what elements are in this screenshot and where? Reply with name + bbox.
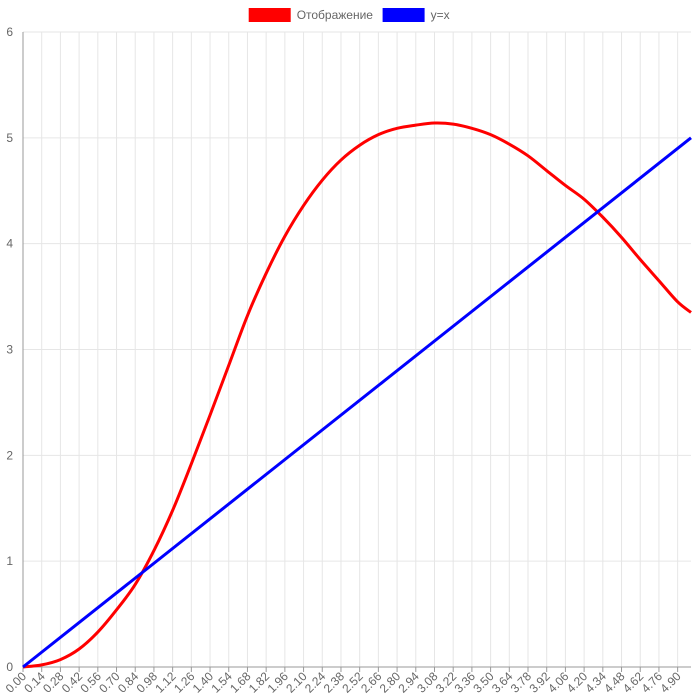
y-tick-label: 5 xyxy=(6,131,13,145)
x-tick-label: 4.90 xyxy=(657,669,684,696)
series-line-mapping xyxy=(22,121,692,669)
legend-label: Отображение xyxy=(297,8,374,22)
legend-swatch xyxy=(382,8,425,22)
y-tick-label: 6 xyxy=(6,25,13,39)
axes xyxy=(22,32,691,668)
series-layer xyxy=(22,121,692,669)
x-axis-ticks: 0.000.140.280.420.560.700.840.981.121.26… xyxy=(3,667,684,696)
y-tick-label: 2 xyxy=(6,448,13,462)
legend-swatch xyxy=(248,8,291,22)
legend-item: Отображение xyxy=(248,8,374,22)
y-axis-ticks: 0 1 2 3 4 5 6 xyxy=(6,25,13,674)
y-tick-label: 3 xyxy=(6,343,13,357)
y-tick-label: 0 xyxy=(6,660,13,674)
legend: Отображение y=x xyxy=(248,8,450,22)
y-tick-label: 4 xyxy=(6,237,13,251)
y-tick-label: 1 xyxy=(6,554,13,568)
legend-item: y=x xyxy=(382,8,450,22)
legend-label: y=x xyxy=(431,8,450,22)
series-line-identity xyxy=(22,136,692,669)
grid xyxy=(22,31,691,668)
